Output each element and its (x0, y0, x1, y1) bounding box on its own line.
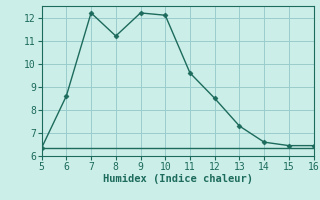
X-axis label: Humidex (Indice chaleur): Humidex (Indice chaleur) (103, 174, 252, 184)
